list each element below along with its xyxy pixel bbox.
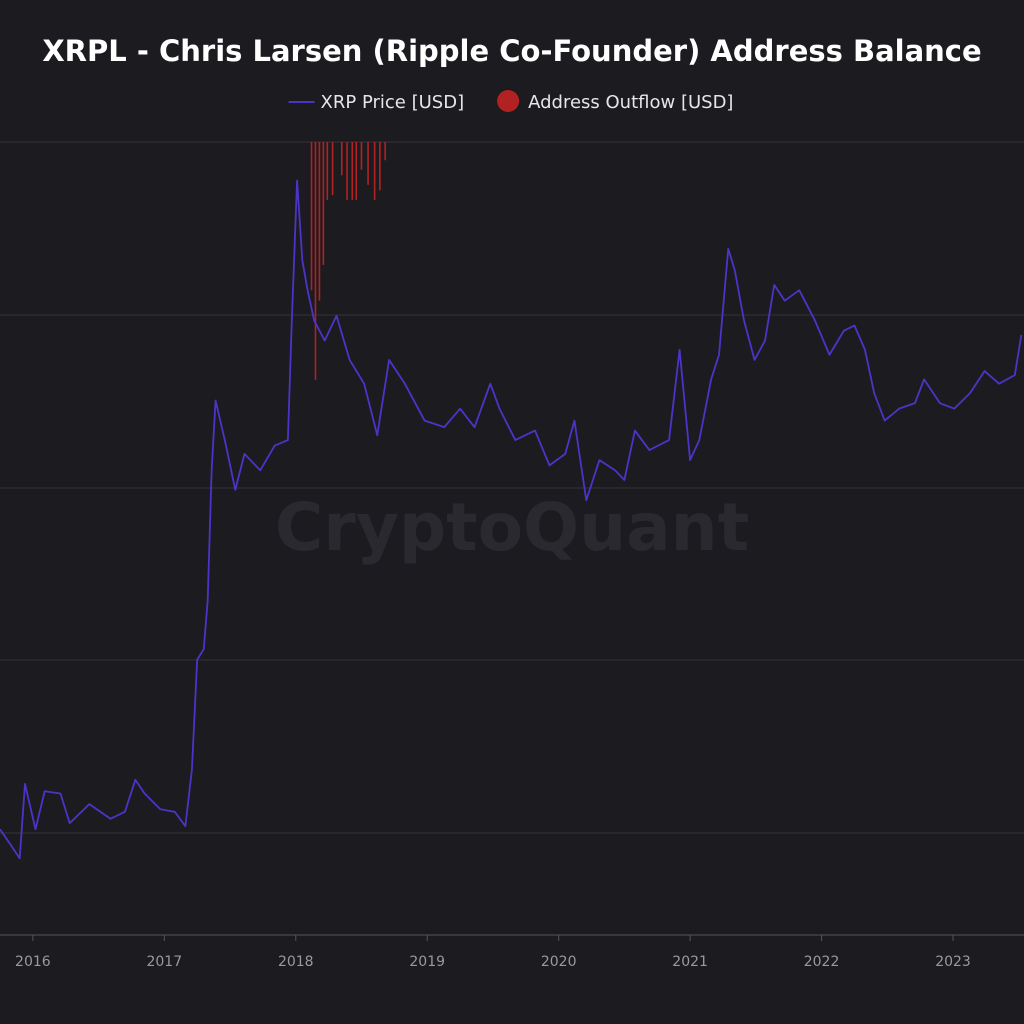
x-tick-label: 2023 [935,954,971,970]
legend-label: Address Outflow [USD] [528,92,733,113]
x-tick-label: 2019 [409,954,445,970]
watermark: CryptoQuant [275,489,749,566]
x-tick-label: 2020 [541,954,577,970]
price-line [0,179,1023,860]
x-tick-label: 2022 [804,954,840,970]
x-tick-label: 2016 [15,954,51,970]
x-tick-label: 2021 [672,954,708,970]
legend-label: XRP Price [USD] [321,92,465,113]
chart-title: XRPL - Chris Larsen (Ripple Co-Founder) … [42,34,981,68]
x-tick-label: 2018 [278,954,314,970]
legend-marker [497,90,520,112]
x-tick-label: 2017 [146,954,182,970]
